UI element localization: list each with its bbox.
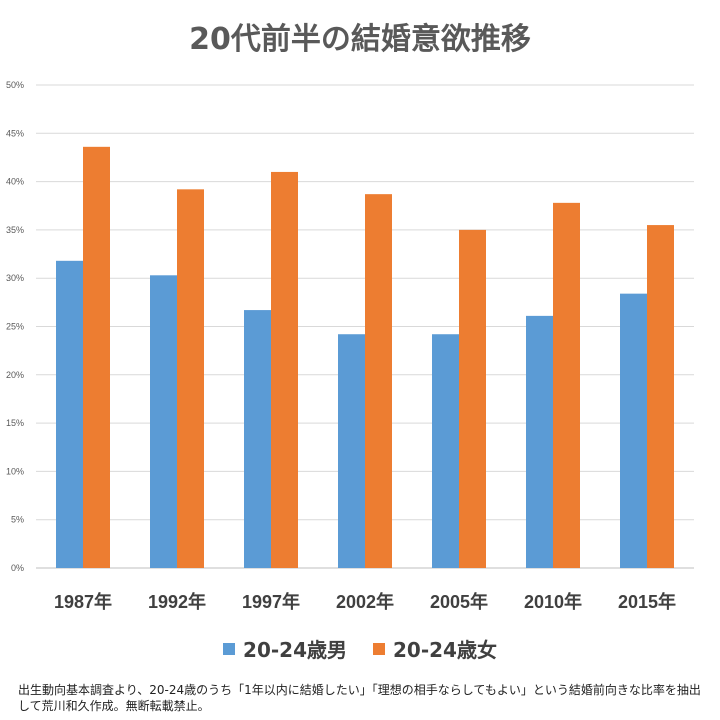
bar-male-4	[432, 334, 459, 568]
bar-female-1	[177, 189, 204, 568]
y-tick-label: 0%	[11, 563, 24, 573]
chart-title: 20代前半の結婚意欲推移	[189, 22, 531, 57]
y-tick-label: 20%	[6, 370, 24, 380]
bar-male-3	[338, 334, 365, 568]
bar-female-0	[83, 146, 110, 568]
bar-female-5	[553, 202, 580, 569]
bar-female-2	[271, 171, 298, 568]
bar-female-6	[647, 225, 674, 568]
x-tick-label: 2002年	[336, 591, 394, 612]
legend-item-female: 20-24歳女	[373, 634, 497, 663]
y-tick-label: 15%	[6, 418, 24, 428]
bar-male-5	[526, 315, 553, 568]
legend-swatch-female	[373, 642, 385, 655]
bar-male-2	[244, 310, 271, 568]
x-tick-label: 1987年	[54, 591, 112, 612]
legend-swatch-male	[223, 642, 236, 655]
x-tick-label: 2015年	[618, 591, 676, 612]
x-tick-label: 2005年	[430, 591, 488, 612]
y-tick-label: 45%	[6, 128, 24, 138]
x-axis-ticks: 1987年 1992年 1997年 2002年 2005年 2010年 2015年	[54, 591, 676, 612]
footnote: 出生動向基本調査より、20-24歳のうち「1年以内に結婚したい」「理想の相手なら…	[18, 683, 701, 713]
y-tick-label: 25%	[6, 322, 24, 332]
x-tick-label: 2010年	[524, 591, 582, 612]
legend: 20-24歳男 20-24歳女	[0, 634, 720, 663]
x-tick-label: 1992年	[148, 591, 206, 612]
bar-chart: 0% 5% 10% 15% 20% 25% 30% 35% 40% 45% 50% 1987年 199…	[6, 80, 694, 612]
bars	[56, 146, 674, 569]
y-tick-label: 50%	[6, 80, 24, 90]
bar-male-0	[56, 260, 83, 568]
legend-label-male: 20-24歳男	[243, 638, 347, 662]
x-tick-label: 1997年	[242, 591, 300, 612]
y-tick-label: 5%	[11, 515, 24, 525]
legend-label-female: 20-24歳女	[393, 638, 497, 662]
bar-male-1	[150, 275, 177, 568]
bar-female-4	[459, 229, 486, 568]
y-axis-ticks: 0% 5% 10% 15% 20% 25% 30% 35% 40% 45% 50%	[6, 80, 24, 573]
bar-female-3	[365, 194, 392, 568]
y-tick-label: 10%	[6, 466, 24, 476]
legend-item-male: 20-24歳男	[223, 634, 347, 663]
y-tick-label: 40%	[6, 177, 24, 187]
y-tick-label: 30%	[6, 273, 24, 283]
y-tick-label: 35%	[6, 225, 24, 235]
bar-male-6	[620, 293, 647, 568]
